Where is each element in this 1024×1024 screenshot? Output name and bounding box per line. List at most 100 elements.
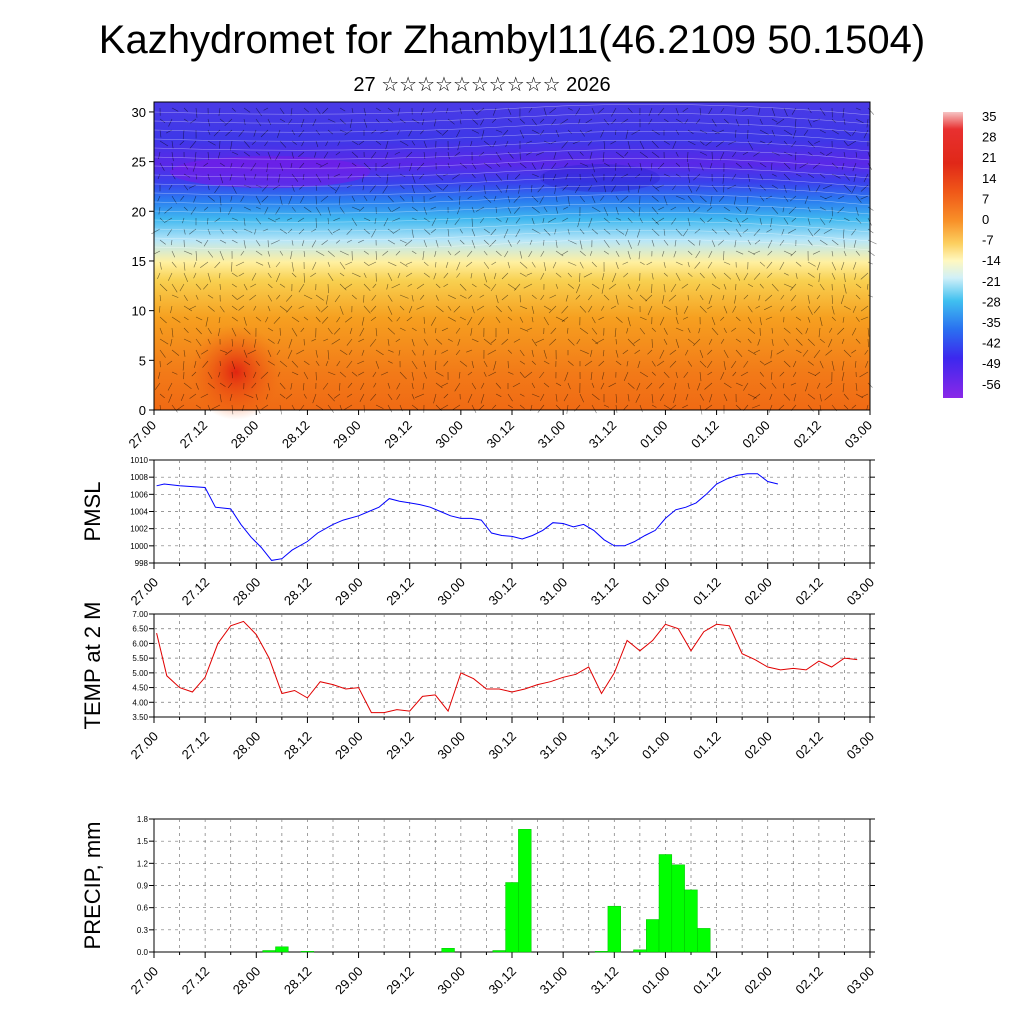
wind-barb — [563, 393, 569, 402]
wind-barb — [620, 195, 629, 203]
colorbar-label: 35 — [982, 109, 996, 124]
wind-barb — [807, 173, 815, 178]
wind-barb — [243, 283, 248, 291]
wind-barb — [611, 107, 617, 117]
wind-barb — [192, 162, 197, 172]
wind-barb — [675, 327, 684, 332]
wind-barb — [687, 272, 693, 277]
wind-barb — [363, 195, 368, 202]
wind-barb — [627, 140, 631, 150]
wind-barb — [189, 393, 197, 399]
wind-barb — [168, 118, 173, 127]
y-tick-label: 1010 — [130, 456, 148, 465]
wind-barb — [451, 404, 461, 411]
wind-barb — [855, 107, 861, 111]
wind-barb — [480, 118, 485, 126]
wind-barb — [230, 195, 233, 202]
wind-barb — [387, 338, 390, 346]
wind-barb — [190, 206, 197, 215]
wind-barb — [476, 305, 485, 311]
wind-barb — [339, 261, 346, 270]
wind-barb — [693, 206, 701, 213]
wind-barb — [590, 371, 593, 381]
wind-barb — [158, 371, 161, 379]
wind-barb — [687, 294, 689, 301]
wind-barb — [321, 239, 329, 246]
wind-barb — [423, 140, 427, 148]
wind-barb — [822, 184, 833, 190]
wind-barb — [576, 338, 581, 345]
x-tick-label: 27.00 — [128, 729, 162, 763]
wind-barb — [567, 360, 574, 366]
wind-barb — [339, 118, 346, 125]
wind-barb — [327, 393, 335, 402]
y-tick-label: 6.50 — [132, 625, 148, 634]
wind-barb — [267, 294, 273, 302]
x-tick-label: 01.12 — [688, 418, 722, 452]
wind-barb — [435, 338, 443, 345]
wind-barb — [635, 173, 641, 178]
precip-bar — [607, 905, 621, 953]
wind-barb — [466, 261, 473, 267]
wind-barb — [315, 305, 321, 312]
wind-barb — [531, 316, 534, 323]
wind-barb — [171, 195, 177, 204]
streamline — [153, 149, 871, 161]
wind-barb — [219, 239, 227, 244]
wind-barb — [863, 129, 869, 139]
wind-barb — [771, 173, 777, 177]
streamline — [153, 167, 871, 179]
wind-barb — [478, 316, 485, 326]
wind-barb — [747, 162, 753, 169]
wind-barb — [747, 184, 752, 192]
x-tick-label: 31.00 — [537, 964, 571, 998]
wind-barb — [279, 107, 285, 115]
wind-barb — [837, 206, 845, 214]
wind-barb — [838, 195, 845, 200]
y-tick-label: 3.50 — [132, 713, 148, 722]
wind-barb — [561, 140, 569, 149]
wind-barb — [231, 316, 238, 322]
wind-barb — [723, 184, 725, 193]
wind-barb — [704, 404, 713, 411]
wind-barb — [493, 272, 497, 280]
wind-barb — [615, 162, 617, 171]
wind-barb — [843, 129, 852, 137]
wind-barb — [225, 349, 233, 356]
colorbar-label: -28 — [982, 294, 1001, 309]
wind-barb — [408, 305, 413, 314]
wind-barb — [349, 118, 353, 128]
wind-barb — [591, 382, 595, 388]
wind-barb — [658, 206, 665, 211]
wind-barb — [315, 360, 320, 366]
wind-barb — [659, 349, 665, 359]
wind-barb — [790, 382, 797, 386]
wind-barb — [550, 327, 557, 335]
wind-barb — [759, 283, 764, 289]
wind-barb — [287, 228, 293, 234]
wind-barb — [610, 140, 617, 145]
x-tick-label: 29.12 — [383, 729, 417, 763]
wind-barb — [549, 294, 557, 299]
wind-barb — [344, 404, 353, 410]
wind-barb — [780, 294, 785, 300]
wind-barb — [470, 327, 473, 336]
x-tick-label: 03.00 — [844, 575, 878, 609]
wind-barb — [519, 393, 525, 397]
wind-barb — [483, 371, 487, 377]
wind-barb — [743, 272, 749, 281]
wind-barb — [435, 261, 437, 268]
wind-barb — [743, 294, 749, 300]
wind-barb — [267, 338, 275, 344]
wind-barb — [348, 349, 353, 355]
wind-barb — [176, 404, 185, 410]
wind-barb — [698, 327, 701, 334]
wind-barb — [814, 140, 821, 144]
wind-barb — [707, 217, 713, 223]
wind-barb — [315, 316, 321, 323]
wind-barb — [591, 206, 601, 213]
wind-barb — [458, 371, 461, 379]
y-tick-label: 4.00 — [132, 698, 148, 707]
wind-barb — [543, 316, 549, 326]
wind-barb — [851, 404, 857, 409]
